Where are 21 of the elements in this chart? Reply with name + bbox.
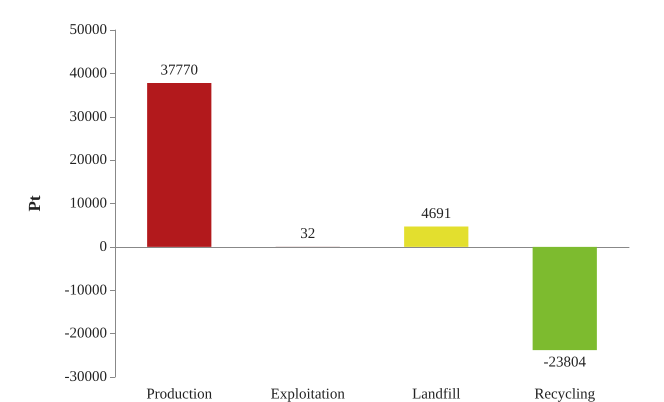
- y-axis-title: Pt: [25, 195, 44, 212]
- data-label: 37770: [160, 62, 198, 79]
- y-tick-label: 50000: [70, 22, 107, 38]
- bar: [532, 246, 597, 350]
- x-tick-label: Exploitation: [270, 386, 346, 402]
- y-tick-label: 30000: [70, 108, 107, 125]
- y-tick-label: -30000: [64, 369, 107, 385]
- x-tick-label: Production: [146, 386, 213, 402]
- y-tick-label: 40000: [70, 65, 107, 82]
- data-label: 4691: [421, 206, 452, 222]
- x-tick-label: Landfill: [412, 386, 460, 402]
- y-tick-label: 20000: [70, 152, 107, 168]
- bar: [404, 226, 468, 247]
- y-tick-label: 0: [100, 238, 107, 255]
- data-label: 32: [300, 226, 316, 242]
- y-tick-label: -20000: [64, 326, 107, 342]
- bar: [147, 83, 212, 247]
- y-tick-label: -10000: [64, 282, 107, 298]
- y-tick-label: 10000: [70, 196, 107, 212]
- x-tick-label: Recycling: [534, 386, 596, 402]
- data-label: -23804: [544, 354, 586, 371]
